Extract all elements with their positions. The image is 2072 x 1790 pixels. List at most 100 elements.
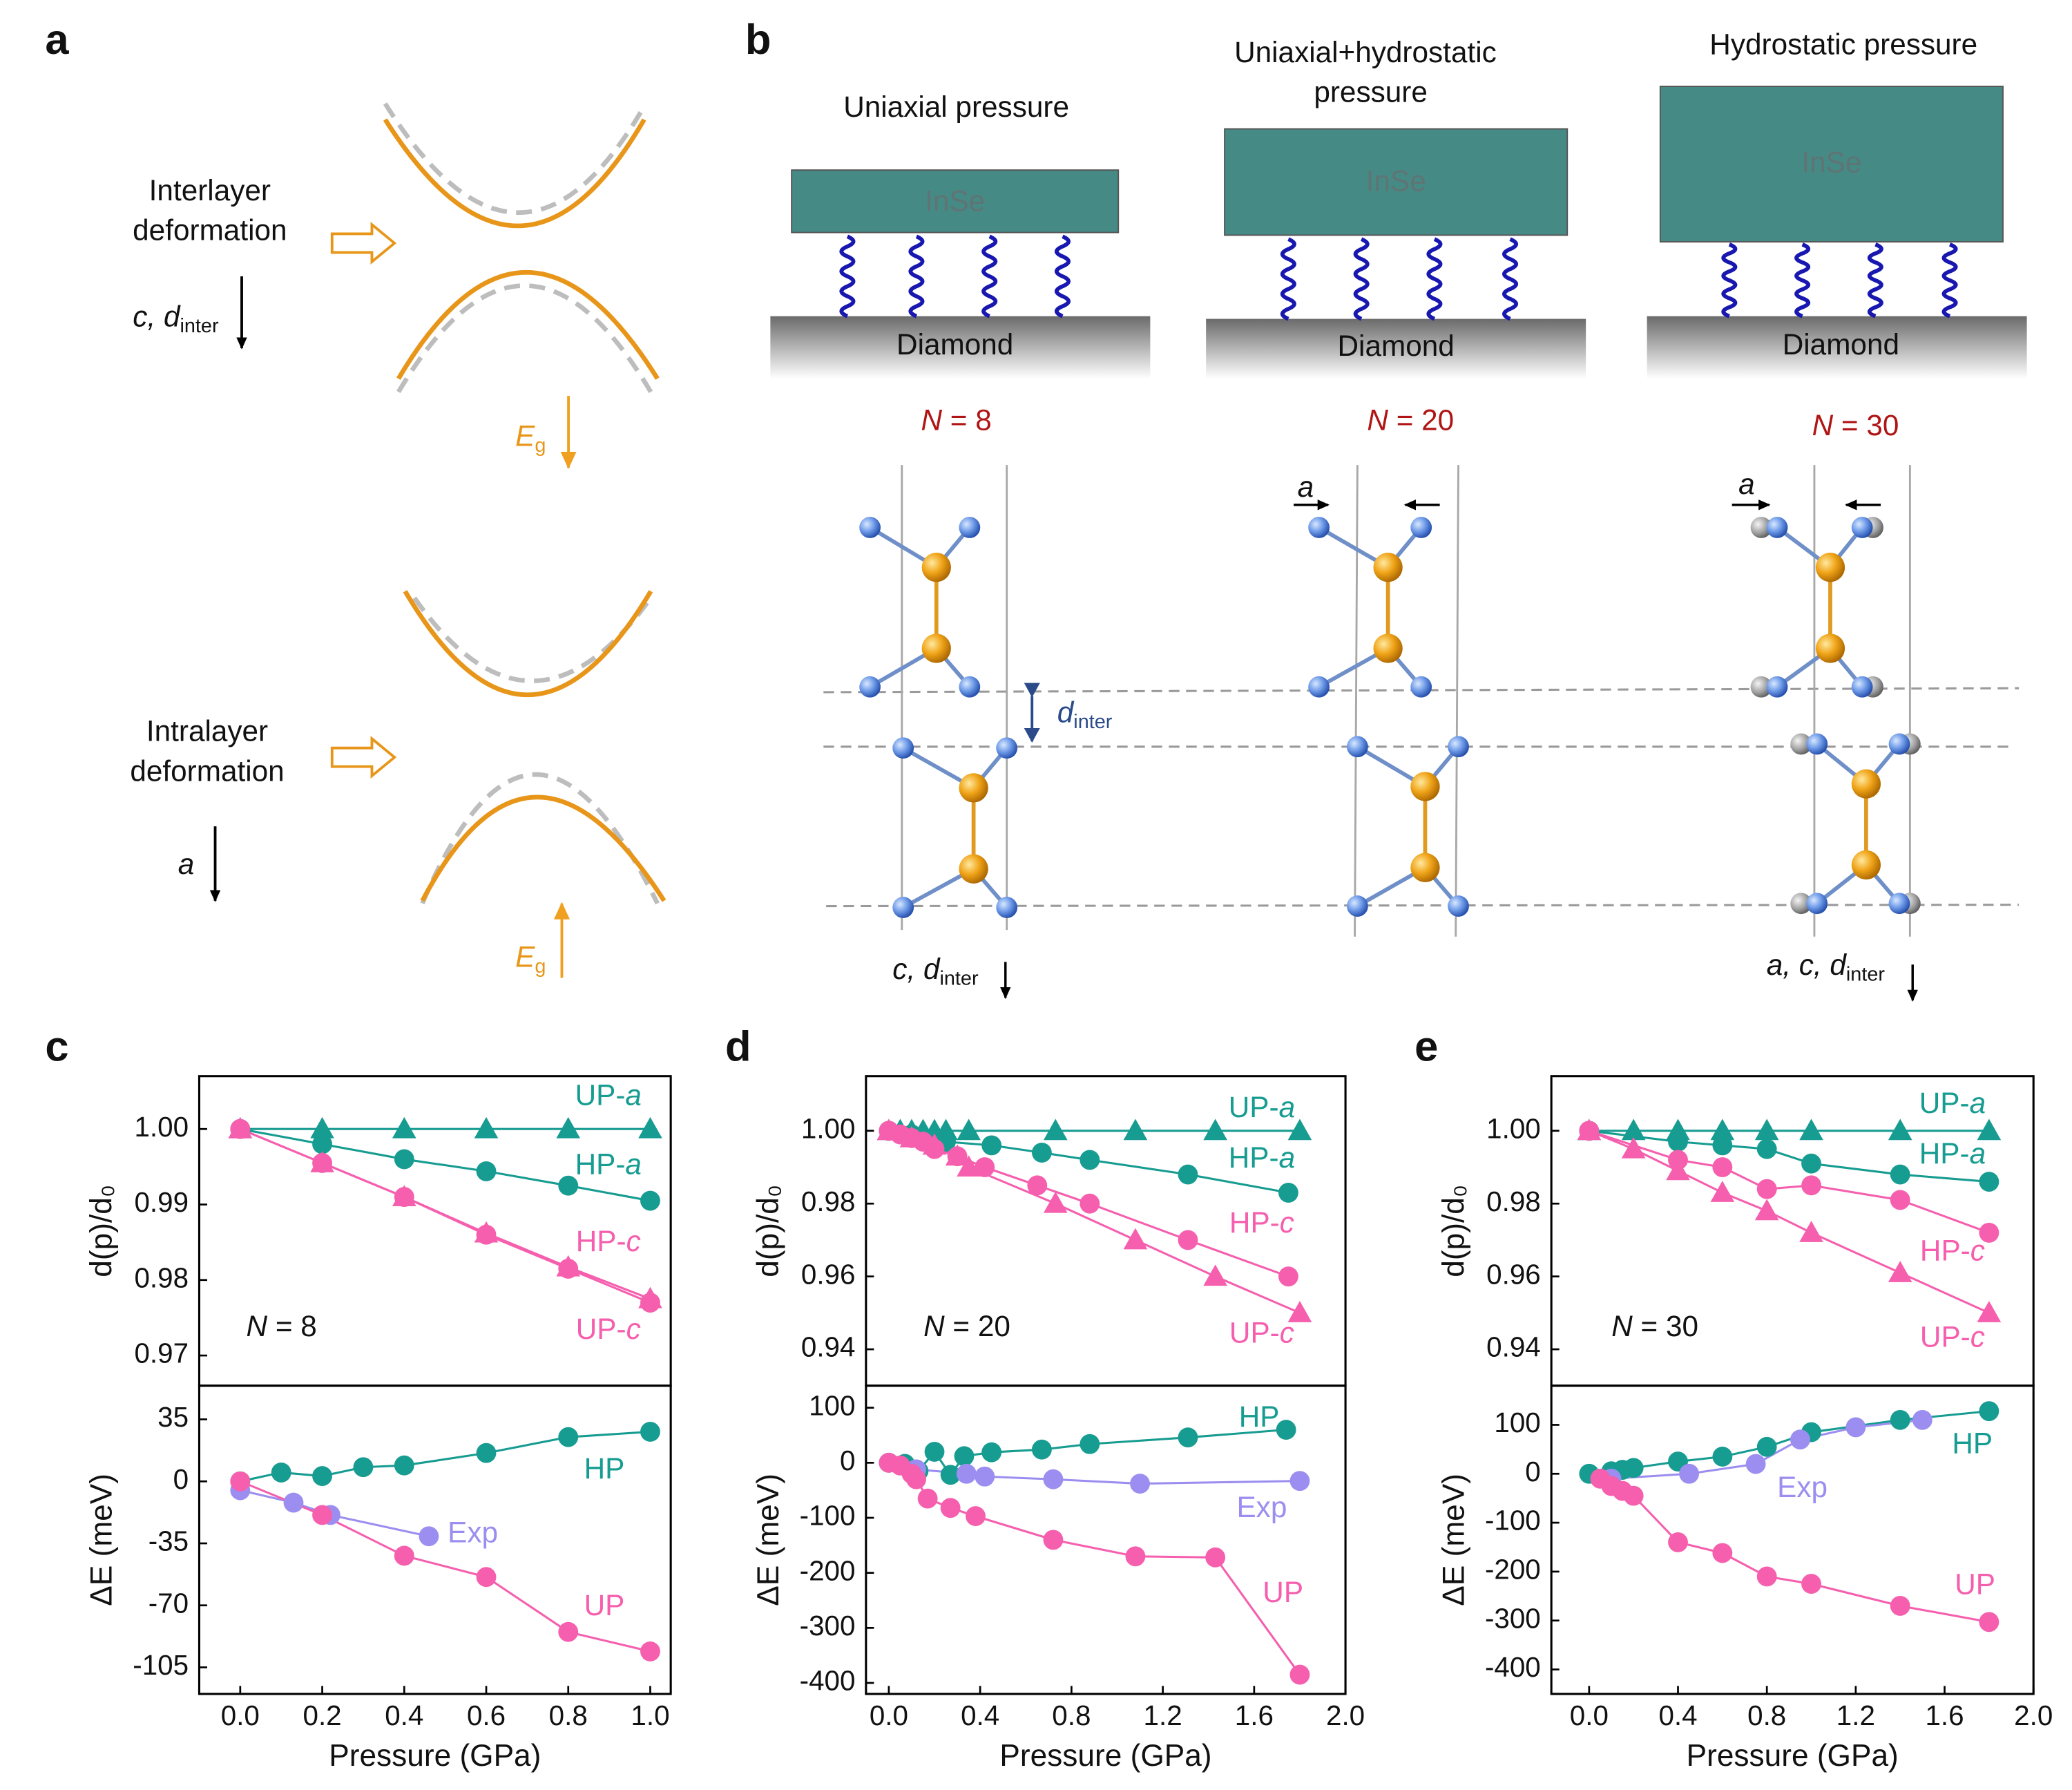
text-part: UP- — [576, 1313, 626, 1345]
text-part: a — [625, 1079, 642, 1112]
text-part: a — [1279, 1141, 1296, 1174]
text-part: = 20 — [1388, 404, 1454, 437]
series-label: UP-a — [1229, 1091, 1295, 1123]
spring — [1502, 237, 1518, 321]
marker — [392, 1116, 416, 1139]
marker — [1125, 1546, 1146, 1567]
x-tick-label: 1.2 — [1836, 1699, 1875, 1731]
series-label: HP-a — [1919, 1137, 1986, 1170]
y-tick-label: 0.94 — [1486, 1331, 1541, 1363]
label-sub: inter — [939, 967, 978, 989]
panel-label: c — [45, 1023, 68, 1071]
band — [396, 270, 660, 380]
atom-se — [996, 897, 1018, 918]
marker — [924, 1441, 945, 1462]
text-part: = 20 — [945, 1310, 1010, 1342]
series-label: UP-a — [1919, 1087, 1986, 1119]
change-label: c, dinter — [892, 953, 979, 989]
marker — [917, 1488, 938, 1509]
spring — [908, 234, 925, 318]
label-text: c, d — [892, 953, 941, 985]
marker — [1043, 1530, 1064, 1550]
atom-se — [996, 737, 1018, 759]
atom-se — [1888, 893, 1910, 915]
series-label: Exp — [1777, 1471, 1828, 1503]
layer-count: N = 8 — [921, 404, 991, 437]
band-reference — [412, 596, 653, 683]
y-tick-label: 0.99 — [134, 1186, 189, 1218]
series-label: UP-c — [576, 1313, 641, 1345]
marker — [1890, 1596, 1910, 1616]
text-part: HP- — [576, 1225, 626, 1257]
marker — [1577, 1118, 1602, 1141]
label-text: d — [1057, 696, 1075, 729]
marker — [1123, 1228, 1148, 1250]
marker — [957, 1118, 981, 1141]
atom-se — [892, 897, 914, 918]
label: deformation — [133, 214, 287, 247]
text-part: N — [1611, 1310, 1633, 1342]
marker — [975, 1157, 995, 1177]
column-title: Uniaxial+hydrostatic — [1234, 36, 1497, 68]
y-tick-label: 0.96 — [1486, 1258, 1541, 1290]
y-tick-label: -400 — [800, 1665, 856, 1697]
text-part: a — [1970, 1137, 1986, 1170]
text-part: c — [1970, 1321, 1985, 1353]
marker — [638, 1286, 662, 1308]
marker — [312, 1466, 332, 1486]
marker — [394, 1149, 414, 1170]
x-tick-label: 1.6 — [1235, 1699, 1274, 1731]
atom-se — [1766, 517, 1788, 538]
substrate — [770, 316, 1151, 379]
marker — [981, 1135, 1002, 1156]
y-tick-label: 1.00 — [134, 1111, 189, 1143]
hollow-arrow — [330, 221, 397, 265]
atom-se — [859, 517, 881, 538]
marker — [283, 1492, 304, 1513]
y-tick-label: 0.94 — [801, 1331, 856, 1363]
y-tick-label: 1.00 — [1486, 1112, 1541, 1144]
text-part: UP- — [1229, 1091, 1279, 1123]
band — [383, 118, 646, 229]
marker — [1178, 1230, 1198, 1250]
spring — [1353, 237, 1370, 321]
series-label: HP-c — [1229, 1206, 1294, 1239]
text-part: = 8 — [942, 404, 992, 437]
y-tick-label: -100 — [800, 1500, 856, 1532]
layer-count: N = 30 — [1812, 409, 1899, 441]
marker — [1623, 1458, 1644, 1478]
marker — [1977, 1118, 2002, 1141]
atom-se — [1410, 676, 1432, 698]
x-tick-label: 0.8 — [1052, 1699, 1091, 1731]
marker — [394, 1455, 414, 1476]
marker — [1890, 1409, 1910, 1430]
text-part: c — [626, 1225, 641, 1257]
y-tick-label: 0.98 — [134, 1261, 189, 1293]
x-tick-label: 1.0 — [631, 1699, 669, 1731]
marker — [906, 1469, 926, 1489]
series-label: Exp — [448, 1516, 498, 1548]
y-tick-label: -200 — [1485, 1554, 1541, 1586]
text-part: UP- — [1229, 1317, 1280, 1349]
y-tick-label: 0 — [1525, 1456, 1540, 1487]
marker — [1287, 1118, 1312, 1141]
series-line — [240, 1480, 651, 1653]
marker — [1027, 1175, 1048, 1196]
text-part: N — [921, 404, 942, 437]
marker — [1666, 1159, 1690, 1181]
marker — [1801, 1153, 1821, 1174]
text-part: = 30 — [1833, 409, 1899, 441]
lattice-label: a — [1738, 468, 1755, 500]
atom-se — [1410, 517, 1432, 538]
cell-edge — [1354, 465, 1359, 937]
marker — [1712, 1447, 1733, 1467]
x-tick-label: 0.2 — [303, 1699, 341, 1731]
y-tick-label: -300 — [800, 1610, 856, 1641]
change-label: a, c, dinter — [1767, 949, 1886, 985]
marker — [1754, 1118, 1779, 1141]
marker — [1756, 1436, 1777, 1457]
atom-se — [959, 676, 981, 698]
marker — [1756, 1566, 1777, 1587]
substrate — [1206, 318, 1586, 379]
